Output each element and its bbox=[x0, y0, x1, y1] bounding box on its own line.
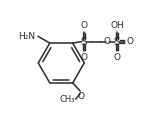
Text: S: S bbox=[80, 37, 87, 47]
Text: H₂N: H₂N bbox=[19, 32, 36, 41]
Text: O: O bbox=[80, 53, 87, 62]
Text: S: S bbox=[114, 37, 120, 47]
Text: OH: OH bbox=[110, 21, 124, 30]
Text: O: O bbox=[114, 53, 121, 62]
Text: O: O bbox=[77, 92, 84, 101]
Text: O: O bbox=[80, 21, 87, 30]
Text: CH₃: CH₃ bbox=[59, 95, 75, 104]
Text: O: O bbox=[127, 37, 134, 46]
Text: O: O bbox=[104, 37, 111, 46]
